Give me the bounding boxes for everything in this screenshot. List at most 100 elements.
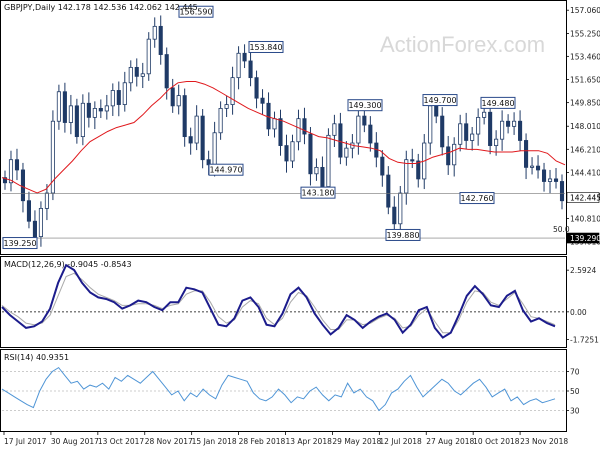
candle-body — [56, 91, 61, 122]
candle-body — [392, 206, 397, 225]
price-annotation: 139.880 — [385, 228, 421, 241]
candle-body — [284, 145, 289, 162]
axis-layer: 157.060 155.250 153.460 151.650 149.850 148.0… — [3, 6, 600, 446]
annotation-box — [385, 228, 421, 241]
candle-body — [2, 177, 8, 184]
annotation-label: 149.480 — [481, 99, 514, 108]
rsi-tick-label: 50 — [570, 387, 580, 396]
candle-body — [8, 159, 14, 184]
price-annotation: 139.250 — [2, 237, 38, 250]
price-readout-label: 142.445 — [570, 194, 600, 203]
annotation-box — [300, 186, 336, 199]
price-annotation: 156.590 — [178, 5, 214, 18]
candle-body — [326, 134, 331, 188]
candle-body — [68, 105, 73, 123]
candle-body — [541, 169, 547, 182]
candle-body — [62, 91, 67, 123]
candle-body — [218, 108, 223, 134]
price-tick-label: 155.250 — [570, 29, 600, 38]
candle-body — [536, 165, 541, 171]
candle-body — [50, 120, 55, 194]
candle-body — [14, 159, 20, 171]
candle-body — [458, 123, 463, 145]
candle-body — [164, 54, 169, 89]
x-tick-label: 15 Jan 2018 — [192, 437, 237, 446]
candle-body — [176, 95, 181, 107]
price-annotation: 153.840 — [248, 40, 284, 53]
rsi-line — [1, 366, 556, 412]
candle-body — [470, 133, 475, 141]
annotation-box — [178, 5, 214, 18]
rsi-tick-label: 70 — [570, 368, 580, 377]
candle-body — [506, 120, 511, 127]
annotation-label: 149.700 — [423, 96, 456, 105]
x-tick-label: 27 Aug 2018 — [426, 437, 474, 446]
candle-body — [398, 192, 403, 225]
candle-body — [236, 52, 241, 79]
candle-body — [146, 38, 151, 75]
candle-body — [224, 104, 229, 109]
candle-body — [80, 102, 85, 138]
x-tick-label: 30 Aug 2017 — [51, 437, 99, 446]
rsi-header: RSI(14) 40.9351 — [4, 353, 69, 362]
candle-body — [482, 111, 487, 118]
macd-header: MACD(12,26,9) -0.9045 -0.8543 — [4, 260, 132, 269]
candle-body — [116, 90, 121, 105]
macd-tick-label: -1.7251 — [570, 336, 599, 345]
watermark: ActionForex.com — [380, 32, 545, 57]
candle-body — [404, 159, 409, 194]
annotation-label: 139.250 — [3, 239, 36, 248]
candle-body — [494, 138, 499, 146]
candle-body — [20, 169, 26, 202]
candle-body — [488, 111, 493, 146]
price-annotation: 149.480 — [480, 96, 516, 109]
candle-body — [332, 123, 337, 136]
annotation-label: 149.300 — [348, 101, 381, 110]
candle-body — [242, 52, 247, 62]
macd-tick-label: 2.5924 — [570, 266, 596, 275]
annotation-box — [248, 40, 284, 53]
candle-body — [272, 118, 277, 130]
x-tick-label: 13 Apr 2018 — [286, 437, 333, 446]
candle-body — [476, 116, 481, 135]
candle-body — [290, 141, 295, 162]
annotation-label: 144.970 — [209, 166, 242, 175]
price-panel-frame — [0, 0, 567, 255]
candle-body — [152, 25, 157, 40]
candle-body — [182, 95, 187, 138]
candle-body — [320, 166, 325, 188]
candle-body — [356, 115, 361, 144]
x-tick-label: 10 Oct 2018 — [473, 437, 520, 446]
candle-body — [559, 181, 565, 202]
candle-body — [524, 140, 529, 168]
candle-body — [530, 165, 535, 168]
annotation-box — [208, 163, 244, 176]
level-readout-label: 139.290 — [570, 234, 600, 243]
candle-body — [512, 120, 517, 127]
candle-body — [122, 82, 127, 105]
annotation-box — [2, 237, 38, 250]
candle-body — [86, 102, 91, 118]
candle-body — [44, 192, 49, 209]
annotation-label: 139.880 — [386, 231, 419, 240]
price-tick-label: 157.060 — [570, 6, 600, 15]
annotation-label: 143.180 — [301, 189, 334, 198]
annotation-box — [459, 192, 495, 205]
candle-body — [200, 115, 205, 161]
annotation-label: 156.590 — [179, 8, 212, 17]
candle-body — [140, 73, 145, 77]
candle-body — [344, 147, 349, 158]
candle-body — [547, 178, 553, 182]
x-tick-label: 28 Feb 2018 — [239, 437, 286, 446]
price-annotation: 144.970 — [208, 163, 244, 176]
candle-body — [440, 115, 445, 148]
price-tick-label: 151.650 — [570, 76, 600, 85]
rsi-tick-label: 30 — [570, 407, 580, 416]
level-caption: 50.0 — [553, 225, 570, 234]
candle-body — [500, 120, 505, 140]
candle-body — [410, 159, 415, 162]
price-layer: 156.590 153.840 149.300 149.700 149.480 144.9… — [1, 5, 570, 250]
candle-body — [92, 108, 97, 118]
candle-body — [386, 174, 391, 208]
